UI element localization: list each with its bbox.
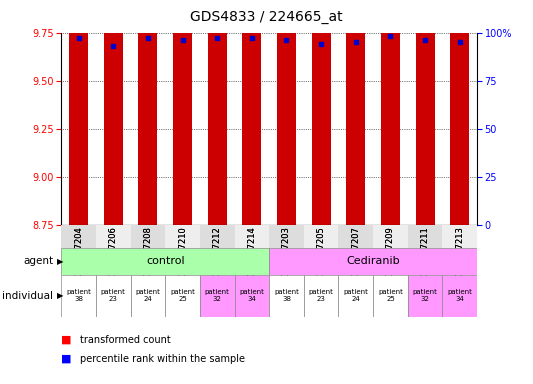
Text: GSM807205: GSM807205 bbox=[317, 226, 326, 276]
Text: percentile rank within the sample: percentile rank within the sample bbox=[80, 354, 245, 364]
Text: GSM807212: GSM807212 bbox=[213, 226, 222, 276]
Bar bbox=[235, 225, 269, 248]
Bar bbox=[304, 225, 338, 248]
Text: GSM807208: GSM807208 bbox=[143, 226, 152, 276]
Bar bbox=[96, 225, 131, 248]
Text: GSM807210: GSM807210 bbox=[178, 226, 187, 276]
Text: GSM807206: GSM807206 bbox=[109, 226, 118, 276]
Text: GSM807203: GSM807203 bbox=[282, 226, 291, 276]
Text: GSM807203: GSM807203 bbox=[282, 226, 291, 276]
Bar bbox=[304, 275, 338, 317]
Bar bbox=[381, 0, 400, 225]
Bar bbox=[243, 0, 261, 225]
Bar bbox=[200, 225, 235, 248]
Text: patient
24: patient 24 bbox=[343, 289, 368, 302]
Bar bbox=[61, 225, 96, 248]
Text: GSM807211: GSM807211 bbox=[421, 226, 430, 276]
Bar bbox=[442, 225, 477, 248]
Text: patient
32: patient 32 bbox=[413, 289, 438, 302]
Text: patient
23: patient 23 bbox=[101, 289, 126, 302]
Text: patient
34: patient 34 bbox=[447, 289, 472, 302]
Text: GSM807207: GSM807207 bbox=[351, 226, 360, 276]
Bar bbox=[104, 0, 123, 225]
Text: GSM807206: GSM807206 bbox=[109, 226, 118, 276]
Text: GSM807212: GSM807212 bbox=[213, 226, 222, 276]
Bar bbox=[61, 275, 96, 317]
Bar bbox=[235, 275, 269, 317]
Bar bbox=[338, 225, 373, 248]
Bar bbox=[61, 248, 269, 275]
Text: ■: ■ bbox=[61, 335, 72, 345]
Bar bbox=[139, 0, 157, 225]
Text: ▶: ▶ bbox=[57, 257, 63, 266]
Bar bbox=[165, 275, 200, 317]
Bar bbox=[373, 225, 408, 248]
Bar bbox=[165, 225, 200, 248]
Bar bbox=[346, 0, 365, 225]
Text: GSM807207: GSM807207 bbox=[351, 226, 360, 276]
Bar bbox=[269, 225, 304, 248]
Text: GSM807204: GSM807204 bbox=[74, 226, 83, 276]
Bar bbox=[131, 225, 165, 248]
Text: transformed count: transformed count bbox=[80, 335, 171, 345]
Text: GDS4833 / 224665_at: GDS4833 / 224665_at bbox=[190, 10, 343, 24]
Text: Cediranib: Cediranib bbox=[346, 256, 400, 266]
Text: GSM807209: GSM807209 bbox=[386, 226, 395, 276]
Bar bbox=[96, 275, 131, 317]
Text: agent: agent bbox=[23, 256, 53, 266]
Text: GSM807214: GSM807214 bbox=[247, 226, 256, 276]
Bar bbox=[442, 275, 477, 317]
Bar bbox=[373, 275, 408, 317]
Bar bbox=[450, 0, 469, 225]
Bar bbox=[416, 0, 434, 225]
Bar bbox=[131, 275, 165, 317]
Text: GSM807210: GSM807210 bbox=[178, 226, 187, 276]
Text: GSM807205: GSM807205 bbox=[317, 226, 326, 276]
Text: GSM807213: GSM807213 bbox=[455, 226, 464, 276]
Text: patient
34: patient 34 bbox=[239, 289, 264, 302]
Bar bbox=[408, 275, 442, 317]
Text: GSM807209: GSM807209 bbox=[386, 226, 395, 276]
Bar bbox=[312, 0, 330, 225]
Text: patient
23: patient 23 bbox=[309, 289, 334, 302]
Bar bbox=[69, 0, 88, 225]
Text: GSM807214: GSM807214 bbox=[247, 226, 256, 276]
Bar bbox=[338, 275, 373, 317]
Text: patient
25: patient 25 bbox=[170, 289, 195, 302]
Text: GSM807211: GSM807211 bbox=[421, 226, 430, 276]
Text: patient
38: patient 38 bbox=[66, 289, 91, 302]
Text: ■: ■ bbox=[61, 354, 72, 364]
Text: patient
25: patient 25 bbox=[378, 289, 403, 302]
Bar bbox=[200, 275, 235, 317]
Text: GSM807208: GSM807208 bbox=[143, 226, 152, 276]
Text: individual: individual bbox=[2, 291, 53, 301]
Text: GSM807204: GSM807204 bbox=[74, 226, 83, 276]
Bar bbox=[173, 0, 192, 225]
Bar bbox=[277, 0, 296, 225]
Text: patient
24: patient 24 bbox=[135, 289, 160, 302]
Bar bbox=[269, 275, 304, 317]
Text: ▶: ▶ bbox=[57, 291, 63, 300]
Text: patient
32: patient 32 bbox=[205, 289, 230, 302]
Bar bbox=[408, 225, 442, 248]
Text: patient
38: patient 38 bbox=[274, 289, 299, 302]
Bar bbox=[208, 0, 227, 225]
Text: GSM807213: GSM807213 bbox=[455, 226, 464, 276]
Bar bbox=[269, 248, 477, 275]
Text: control: control bbox=[146, 256, 184, 266]
